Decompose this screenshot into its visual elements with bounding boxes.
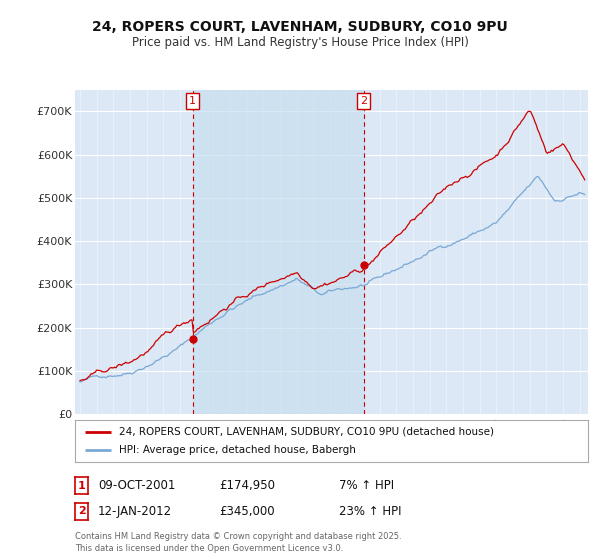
Text: £174,950: £174,950 xyxy=(219,479,275,492)
Text: 23% ↑ HPI: 23% ↑ HPI xyxy=(339,505,401,518)
Text: Price paid vs. HM Land Registry's House Price Index (HPI): Price paid vs. HM Land Registry's House … xyxy=(131,36,469,49)
Bar xyxy=(193,90,364,414)
Text: 2: 2 xyxy=(78,506,85,516)
Text: 24, ROPERS COURT, LAVENHAM, SUDBURY, CO10 9PU (detached house): 24, ROPERS COURT, LAVENHAM, SUDBURY, CO1… xyxy=(119,427,494,437)
Text: 24, ROPERS COURT, LAVENHAM, SUDBURY, CO10 9PU: 24, ROPERS COURT, LAVENHAM, SUDBURY, CO1… xyxy=(92,20,508,34)
Text: 1: 1 xyxy=(189,96,196,106)
Text: 09-OCT-2001: 09-OCT-2001 xyxy=(98,479,175,492)
Text: 12-JAN-2012: 12-JAN-2012 xyxy=(98,505,172,518)
Text: 7% ↑ HPI: 7% ↑ HPI xyxy=(339,479,394,492)
Text: 2: 2 xyxy=(360,96,367,106)
Text: HPI: Average price, detached house, Babergh: HPI: Average price, detached house, Babe… xyxy=(119,445,355,455)
Text: Contains HM Land Registry data © Crown copyright and database right 2025.
This d: Contains HM Land Registry data © Crown c… xyxy=(75,533,401,553)
Text: £345,000: £345,000 xyxy=(219,505,275,518)
Text: 1: 1 xyxy=(78,480,85,491)
